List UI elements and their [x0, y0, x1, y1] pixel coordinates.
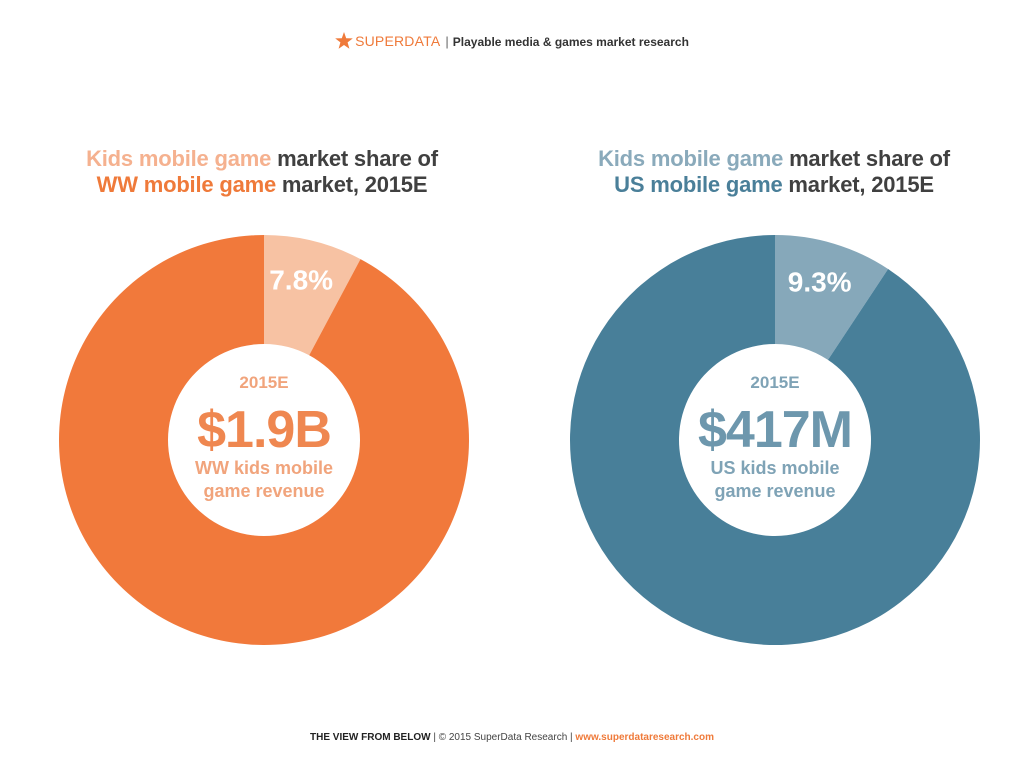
chart-title-us-rest2: market, 2015E [782, 172, 934, 197]
chart-title-us: Kids mobile game market share of US mobi… [544, 146, 1004, 198]
donut-chart-ww: 7.8% 2015E $1.9B WW kids mobile game rev… [58, 235, 469, 645]
donut-slices-ww [58, 235, 469, 645]
chart-title-ww-rest1: market share of [271, 146, 438, 171]
chart-title-us-rest1: market share of [783, 146, 950, 171]
footer-copyright: © 2015 SuperData Research [438, 732, 568, 743]
donut-slices-us [570, 235, 980, 645]
footer: THE VIEW FROM BELOW | © 2015 SuperData R… [0, 731, 1024, 745]
header: SUPERDATA | Playable media & games market … [0, 32, 1024, 51]
center-caption-us-line1: US kids mobile [710, 458, 839, 478]
chart-title-ww-rest2: market, 2015E [276, 172, 428, 197]
footer-separator: | [430, 732, 439, 743]
chart-title-ww: Kids mobile game market share of WW mobi… [32, 146, 492, 198]
center-value-ww: $1.9B [197, 401, 331, 459]
slice-label-ww-kids: 7.8% [269, 264, 333, 295]
chart-title-ww-highlight1: Kids mobile game [86, 146, 272, 171]
center-year-us: 2015E [750, 373, 799, 392]
donut-slice-ww-rest [58, 235, 469, 645]
footer-tagline: THE VIEW FROM BELOW [310, 732, 431, 743]
center-caption-us-line2: game revenue [714, 481, 835, 501]
slice-label-us-kids: 9.3% [788, 267, 852, 298]
donut-slice-us-rest [570, 235, 980, 645]
tagline: Playable media & games market research [452, 35, 689, 49]
chart-title-ww-line1: Kids mobile game market share of [32, 146, 492, 172]
chart-title-ww-line2: WW mobile game market, 2015E [32, 172, 492, 198]
center-caption-ww-line1: WW kids mobile [195, 458, 333, 478]
chart-title-ww-highlight2: WW mobile game [96, 172, 277, 197]
chart-title-us-highlight1: Kids mobile game [598, 146, 784, 171]
donut-slice-ww-kids [264, 235, 361, 356]
chart-title-us-line1: Kids mobile game market share of [544, 146, 1004, 172]
star-shape [335, 32, 353, 49]
chart-title-us-line2: US mobile game market, 2015E [544, 172, 1004, 198]
donut-slice-us-kids [775, 235, 889, 360]
center-caption-ww-line2: game revenue [203, 481, 324, 501]
footer-website-link[interactable]: www.superdataresearch.com [575, 732, 714, 743]
footer-separator: | [567, 732, 576, 743]
center-value-us: $417M [698, 401, 852, 459]
chart-title-us-highlight2: US mobile game [614, 172, 783, 197]
star-icon [335, 32, 353, 49]
header-separator: | [445, 34, 449, 49]
brand-name: SUPERDATA [355, 33, 441, 49]
donut-chart-us: 9.3% 2015E $417M US kids mobile game rev… [570, 235, 980, 645]
center-year-ww: 2015E [239, 373, 288, 392]
